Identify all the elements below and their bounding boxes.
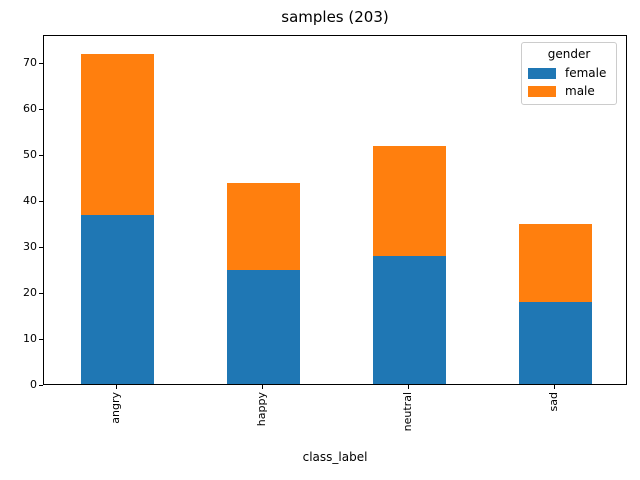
y-tick-mark: [39, 339, 43, 340]
bar-segment-male-sad: [518, 223, 592, 302]
y-tick-label: 10: [23, 331, 37, 345]
y-tick-mark: [39, 109, 43, 110]
legend-swatch-female-icon: [528, 67, 556, 79]
legend-swatch-male-icon: [528, 85, 556, 97]
legend-label-female: female: [565, 66, 607, 80]
legend-entry-female: female: [528, 66, 610, 80]
y-tick-mark: [39, 293, 43, 294]
legend-title: gender: [547, 47, 591, 61]
bar-segment-female-sad: [518, 301, 592, 384]
y-tick-label: 30: [23, 239, 37, 253]
x-tick-label-angry: angry: [109, 392, 122, 424]
bar-segment-male-angry: [80, 54, 154, 215]
bars-container: [44, 36, 626, 384]
bar-segment-male-happy: [226, 182, 300, 270]
y-tick-label: 40: [23, 193, 37, 207]
legend-entry-male: male: [528, 84, 610, 98]
bar-segment-female-neutral: [372, 255, 446, 384]
x-tick-mark: [408, 385, 409, 389]
y-tick-label: 60: [23, 101, 37, 115]
x-tick-label-neutral: neutral: [401, 392, 414, 432]
y-tick-mark: [39, 155, 43, 156]
bar-segment-female-happy: [226, 269, 300, 384]
legend: gender female male: [521, 42, 617, 105]
chart-title: samples (203): [281, 8, 389, 26]
x-tick-mark: [116, 385, 117, 389]
y-tick-label: 50: [23, 147, 37, 161]
x-tick-mark: [262, 385, 263, 389]
y-tick-mark: [39, 63, 43, 64]
bar-segment-male-neutral: [372, 145, 446, 256]
y-tick-mark: [39, 247, 43, 248]
y-tick-label: 70: [23, 55, 37, 69]
y-tick-label: 0: [30, 378, 37, 391]
y-tick-label: 20: [23, 285, 37, 299]
bar-segment-female-angry: [80, 214, 154, 384]
x-axis-label: class_label: [302, 450, 368, 464]
y-tick-mark: [39, 201, 43, 202]
y-tick-mark: [39, 385, 43, 386]
x-tick-mark: [554, 385, 555, 389]
legend-label-male: male: [565, 84, 595, 98]
x-tick-label-happy: happy: [255, 392, 268, 427]
x-tick-label-sad: sad: [547, 392, 560, 412]
